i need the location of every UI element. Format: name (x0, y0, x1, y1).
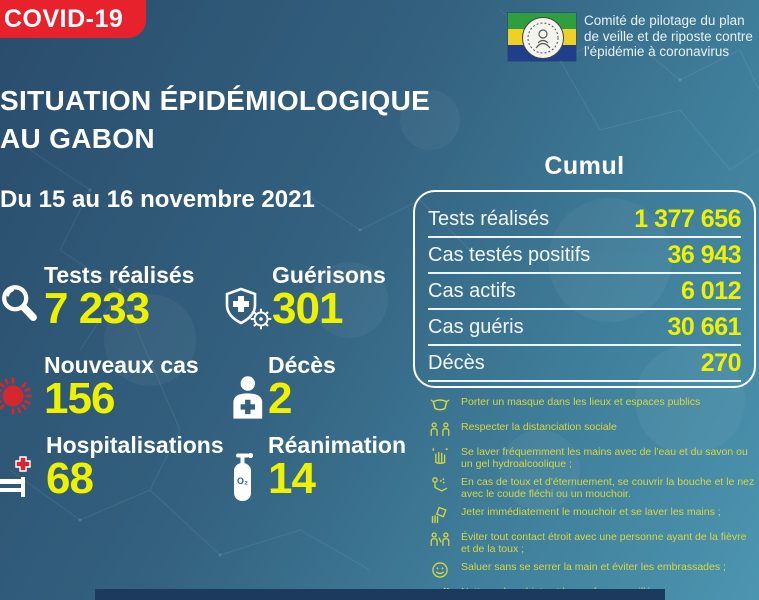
stat-value: 14 (268, 454, 316, 503)
stat-label: Tests réalisés (44, 262, 195, 288)
row-label: Tests réalisés (428, 207, 550, 230)
oxygen-tank-icon: O₂ (234, 452, 254, 501)
list-item: Jeter immédiatement le mouchoir et se la… (430, 506, 758, 525)
stat-reanimation: O₂ Réanimation 14 (226, 433, 406, 501)
cumulative-table: Tests réalisés 1 377 656 Cas testés posi… (413, 190, 756, 388)
row-value: 36 943 (667, 240, 742, 269)
org-title-line1: Comité de pilotage du plan (584, 13, 745, 28)
bottom-bar-decoration (95, 589, 665, 600)
page-title: SITUATION ÉPIDÉMIOLOGIQUE AU GABON (0, 82, 430, 158)
svg-text:O₂: O₂ (237, 476, 248, 486)
stat-label: Hospitalisations (46, 432, 224, 458)
stat-value: 156 (44, 374, 115, 423)
list-item: Éviter tout contact étroit avec une pers… (430, 531, 758, 555)
stat-value: 68 (46, 454, 94, 503)
stat-hospitalisations: Hospitalisations 68 (0, 433, 224, 501)
gabon-flag (508, 13, 576, 61)
cough-elbow-icon (432, 477, 448, 492)
person-cross-icon (233, 376, 263, 419)
measure-text: Se laver fréquemment les mains avec de l… (461, 446, 748, 470)
hospital-bed-icon (0, 456, 31, 497)
stat-guerisons: Guérisons 301 (225, 262, 386, 333)
prevention-measures-list: Porter un masque dans les lieux et espac… (430, 396, 758, 600)
table-row: Cas guéris 30 661 (428, 310, 742, 346)
table-row: Cas actifs 6 012 (428, 274, 742, 310)
row-value: 30 661 (667, 312, 742, 341)
list-item: Porter un masque dans les lieux et espac… (430, 396, 758, 415)
stat-value: 7 233 (44, 284, 150, 333)
gabon-emblem-seal (522, 17, 564, 59)
table-row: Cas testés positifs 36 943 (428, 238, 742, 274)
virus-icon (0, 377, 32, 415)
row-value: 6 012 (680, 276, 742, 305)
measure-text: Respecter la distanciation sociale (461, 421, 617, 433)
covid19-badge: COVID-19 (0, 0, 146, 38)
stat-nouveaux-cas: Nouveaux cas 156 (0, 353, 199, 421)
stat-label: Réanimation (268, 432, 407, 458)
measure-text: Jeter immédiatement le mouchoir et se la… (461, 506, 721, 518)
measure-text: En cas de toux et d'éternuement, se couv… (461, 476, 755, 500)
table-row: Décès 270 (428, 346, 742, 382)
mask-icon (430, 399, 450, 411)
stat-deces: Décès 2 (226, 353, 336, 421)
covid19-badge-label: COVID-19 (4, 4, 124, 33)
distancing-icon (430, 422, 450, 436)
measure-text: Saluer sans se serrer la main et éviter … (461, 561, 726, 573)
org-title-line2: de veille et de riposte contre (584, 28, 753, 44)
row-label: Cas guéris (428, 315, 524, 338)
avoid-contact-icon (430, 532, 450, 546)
measure-text: Porter un masque dans les lieux et espac… (461, 396, 701, 408)
org-title: Comité de pilotage du plan de veille et … (584, 13, 759, 60)
stat-value: 301 (272, 284, 343, 333)
measure-text: Éviter tout contact étroit avec une pers… (461, 531, 747, 555)
reporting-period: Du 15 au 16 novembre 2021 (0, 186, 315, 213)
row-value: 1 377 656 (634, 204, 741, 233)
search-icon (2, 285, 37, 321)
page-title-line2: AU GABON (0, 123, 155, 154)
hand-wash-icon (432, 447, 448, 464)
shield-virus-icon (225, 287, 272, 330)
list-item: Saluer sans se serrer la main et éviter … (430, 561, 758, 580)
tissue-icon (431, 506, 447, 524)
row-value: 270 (700, 348, 742, 377)
row-label: Décès (428, 351, 485, 374)
stat-label: Guérisons (272, 262, 386, 288)
stat-label: Décès (268, 352, 336, 378)
list-item: Se laver fréquemment les mains avec de l… (430, 446, 758, 470)
row-label: Cas actifs (428, 279, 516, 302)
org-header: Comité de pilotage du plan de veille et … (508, 13, 759, 61)
page-title-line1: SITUATION ÉPIDÉMIOLOGIQUE (0, 85, 431, 116)
list-item: En cas de toux et d'éternuement, se couv… (430, 476, 758, 500)
org-title-line3: l'épidémie à coronavirus (584, 44, 730, 59)
stat-tests-realises: Tests réalisés 7 233 (0, 263, 194, 331)
cumulative-title: Cumul (544, 152, 625, 180)
stat-value: 2 (268, 374, 292, 423)
table-row: Tests réalisés 1 377 656 (428, 202, 741, 238)
stat-label: Nouveaux cas (44, 352, 199, 378)
greeting-icon (432, 562, 448, 578)
list-item: Respecter la distanciation sociale (430, 421, 758, 440)
row-label: Cas testés positifs (428, 243, 591, 266)
